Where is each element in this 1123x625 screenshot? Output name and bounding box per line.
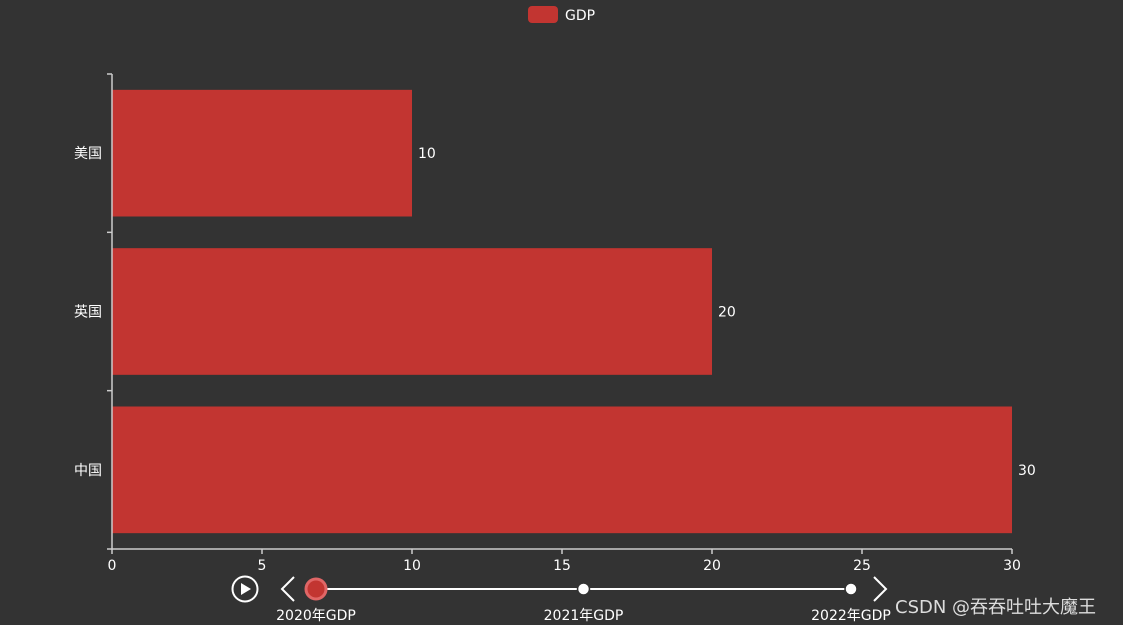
timeline-label[interactable]: 2022年GDP xyxy=(811,608,891,624)
x-axis: 0 5 10 15 20 25 30 xyxy=(108,548,1021,574)
bar[interactable] xyxy=(112,248,712,375)
x-tick-label: 25 xyxy=(853,558,871,574)
legend-swatch-gdp[interactable] xyxy=(528,6,558,23)
timeline-label[interactable]: 2020年GDP xyxy=(276,608,356,624)
category-tick-label: 中国 xyxy=(74,463,102,479)
value-label: 30 xyxy=(1018,463,1036,479)
x-tick-label: 15 xyxy=(553,558,571,574)
category-tick-label: 美国 xyxy=(74,146,102,162)
x-tick-label: 30 xyxy=(1003,558,1021,574)
category-tick-label: 英国 xyxy=(74,304,102,321)
chevron-right-icon[interactable] xyxy=(873,576,888,602)
x-tick-label: 0 xyxy=(108,558,117,574)
x-tick-label: 10 xyxy=(403,558,421,574)
legend-label-gdp[interactable]: GDP xyxy=(565,8,595,24)
watermark: CSDN @吞吞吐吐大魔王 xyxy=(895,597,1097,618)
bar[interactable] xyxy=(112,89,412,217)
bar[interactable] xyxy=(112,406,1012,534)
timeline-label[interactable]: 2021年GDP xyxy=(544,608,624,624)
legend[interactable]: GDP xyxy=(528,6,595,24)
chevron-left-icon[interactable] xyxy=(280,576,295,602)
bar-group xyxy=(112,89,1012,534)
play-icon[interactable] xyxy=(231,575,259,603)
value-label: 10 xyxy=(418,146,436,162)
value-label-group: 30 20 10 xyxy=(418,146,1036,479)
x-tick-label: 5 xyxy=(258,558,267,574)
value-label: 20 xyxy=(718,305,736,321)
timeline-point-active[interactable] xyxy=(304,577,328,601)
timeline: 2020年GDP 2021年GDP 2022年GDP xyxy=(231,575,891,624)
x-tick-label: 20 xyxy=(703,558,721,574)
timeline-point[interactable] xyxy=(844,582,858,596)
timeline-point[interactable] xyxy=(576,582,591,596)
